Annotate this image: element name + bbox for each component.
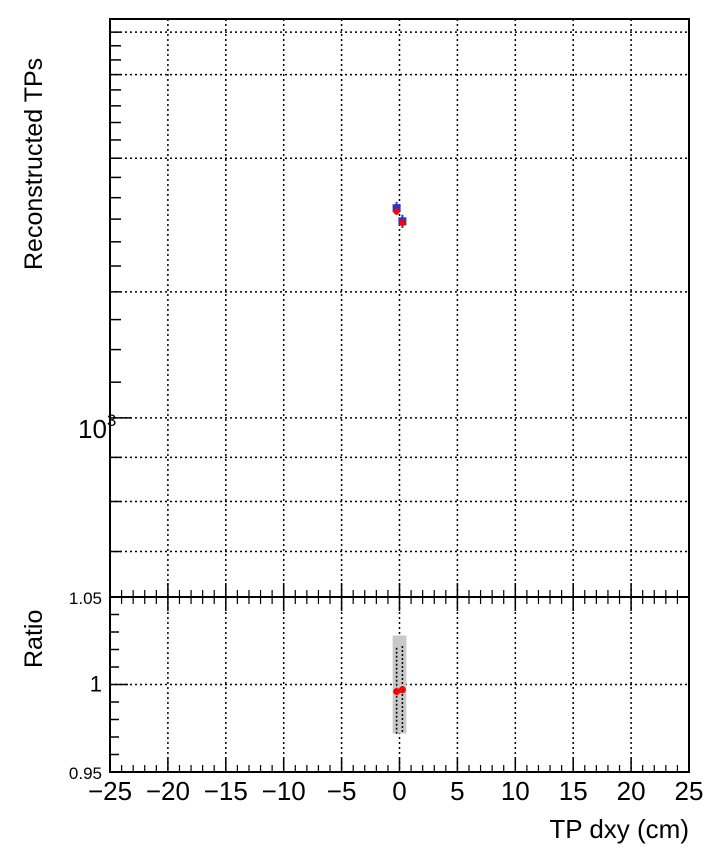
ratio-y-tick-label: 1.05 [69, 589, 102, 608]
ratio-data-marks [393, 646, 406, 736]
x-tick-label: 10 [501, 776, 530, 806]
main-square-marker [392, 204, 401, 213]
ratio-uncertainty-bands [392, 635, 407, 734]
main-data-marks [392, 201, 407, 229]
x-tick-label: −5 [327, 776, 357, 806]
tick-labels: −25 −20 −15 −10 −5 0 5 10 15 20 25 0.95 1 1.05 [69, 589, 704, 806]
main-y-tick-label-1000: 103 [78, 411, 116, 444]
main-y-tick-exponent: 3 [107, 411, 116, 430]
x-tick-label: −15 [204, 776, 248, 806]
x-tick-label: 15 [559, 776, 588, 806]
x-tick-label: −10 [262, 776, 306, 806]
ratio-point [393, 688, 401, 695]
main-circle-marker [393, 208, 400, 215]
x-tick-label: 5 [450, 776, 464, 806]
ratio-uncertainty-band [398, 635, 407, 734]
x-tick-label: −20 [146, 776, 190, 806]
ratio-point [398, 686, 406, 694]
x-axis-label: TP dxy (cm) [549, 814, 689, 844]
x-tick-label: 25 [675, 776, 704, 806]
main-y-axis-label: Reconstructed TPs [20, 58, 48, 270]
ratio-y-axis-label: Ratio [20, 610, 48, 668]
ratio-y-tick-label: 1 [90, 672, 102, 697]
ratio-panel-frame [109, 596, 690, 773]
x-tick-label: −25 [88, 776, 132, 806]
main-y-tick-base: 10 [78, 414, 107, 444]
main-circle-marker [399, 219, 406, 227]
x-tick-label: 0 [392, 776, 406, 806]
main-grid [110, 19, 689, 597]
ratio-y-tick-label: 0.95 [69, 764, 102, 783]
ratio-grid [110, 597, 689, 772]
x-tick-label: 20 [617, 776, 646, 806]
